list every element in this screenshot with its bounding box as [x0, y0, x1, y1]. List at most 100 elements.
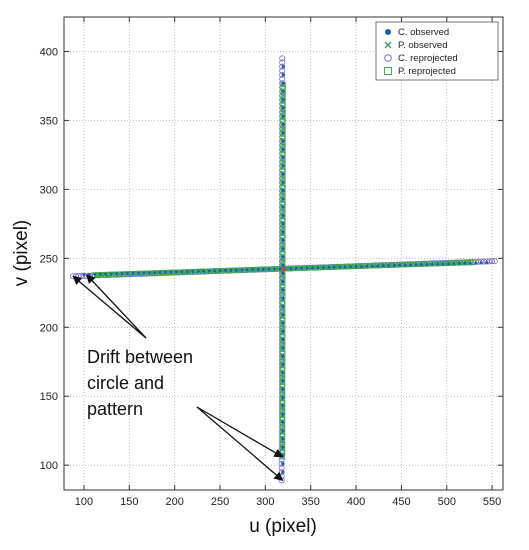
- data-point: [281, 164, 285, 168]
- annotation-arrows: [72, 274, 284, 481]
- data-point: [280, 242, 286, 247]
- data-point: [281, 396, 285, 400]
- data-point: [278, 440, 285, 447]
- y-tick-label: 150: [40, 391, 58, 403]
- data-point: [278, 382, 285, 389]
- data-point: [281, 429, 285, 433]
- data-point: [117, 272, 122, 277]
- data-point: [278, 274, 285, 281]
- data-point: [278, 340, 285, 347]
- data-point: [289, 267, 293, 271]
- data-point: [278, 249, 285, 256]
- data-point: [280, 407, 285, 413]
- data-point: [281, 89, 285, 93]
- data-point: [281, 387, 285, 391]
- x-tick-label: 550: [483, 496, 501, 508]
- data-point: [280, 325, 285, 330]
- grid-lines: [64, 17, 503, 490]
- data-point: [279, 71, 286, 78]
- data-point: [280, 275, 285, 280]
- data-point: [281, 247, 285, 251]
- data-point: [419, 262, 423, 266]
- data-point: [279, 67, 286, 74]
- data-point: [281, 437, 285, 441]
- x-axis-label: u (pixel): [249, 516, 317, 537]
- legend-marker-c-reprojected: [384, 54, 392, 62]
- data-point: [278, 398, 285, 405]
- data-point: [281, 222, 285, 226]
- data-point: [280, 424, 285, 429]
- data-point: [229, 268, 233, 272]
- data-point: [281, 404, 285, 408]
- x-tick-label: 450: [392, 496, 410, 508]
- data-point: [280, 159, 286, 164]
- data-point: [149, 270, 155, 276]
- data-point: [279, 167, 286, 174]
- data-point: [279, 183, 286, 190]
- data-point: [425, 262, 429, 266]
- data-point: [281, 65, 285, 69]
- data-point: [281, 321, 285, 325]
- data-point: [278, 431, 285, 438]
- data-point: [191, 270, 195, 274]
- x-tick-label: 500: [438, 496, 456, 508]
- data-point: [281, 338, 285, 342]
- data-point: [281, 106, 285, 110]
- data-point: [281, 255, 285, 259]
- data-point: [251, 268, 255, 272]
- data-point: [280, 258, 285, 264]
- data-point: [305, 266, 309, 270]
- data-point: [234, 268, 238, 272]
- data-point: [281, 470, 285, 474]
- data-point: [278, 390, 285, 397]
- data-point: [236, 268, 242, 273]
- data-point: [278, 324, 285, 331]
- data-point: [279, 200, 286, 207]
- data-point: [278, 460, 285, 467]
- data-point: [279, 92, 286, 99]
- data-point: [378, 263, 383, 268]
- data-point: [332, 265, 336, 269]
- x-tick-label: 400: [347, 496, 365, 508]
- data-point: [408, 263, 412, 267]
- data-point: [281, 280, 285, 284]
- data-point: [280, 391, 285, 396]
- annotation-line-3: pattern: [87, 399, 143, 419]
- data-point: [414, 263, 418, 267]
- data-point: [281, 230, 285, 234]
- data-point: [82, 273, 86, 277]
- data-point: [281, 271, 285, 275]
- data-point: [279, 224, 286, 231]
- data-point: [281, 180, 285, 184]
- data-point: [354, 265, 358, 269]
- legend-marker-c-observed: [385, 29, 391, 35]
- data-point: [204, 269, 209, 274]
- data-point: [281, 156, 285, 160]
- data-point: [164, 270, 168, 274]
- data-point: [432, 261, 438, 266]
- data-point: [280, 440, 285, 446]
- data-point: [279, 175, 286, 182]
- data-point: [360, 264, 364, 268]
- annotation-line-2: circle and: [87, 373, 164, 393]
- data-point: [279, 216, 286, 223]
- data-point: [280, 308, 285, 313]
- legend-marker-p-observed: [384, 41, 392, 49]
- data-point: [387, 264, 391, 268]
- data-point: [258, 267, 263, 272]
- data-point: [125, 272, 129, 276]
- data-point: [280, 209, 286, 214]
- data-point: [324, 265, 329, 270]
- data-point: [223, 269, 227, 273]
- x-tick-label: 250: [211, 496, 229, 508]
- data-point: [109, 272, 113, 276]
- data-point: [279, 63, 286, 70]
- data-point: [279, 133, 286, 140]
- annotation-arrow: [196, 406, 284, 481]
- data-point: [447, 262, 451, 266]
- y-tick-label: 200: [40, 322, 58, 334]
- data-point: [376, 264, 380, 268]
- axis-ticks: 100 150 200 250 300 350 400 450 500 550 100 150 200 2…: [40, 17, 503, 508]
- data-point: [196, 269, 200, 273]
